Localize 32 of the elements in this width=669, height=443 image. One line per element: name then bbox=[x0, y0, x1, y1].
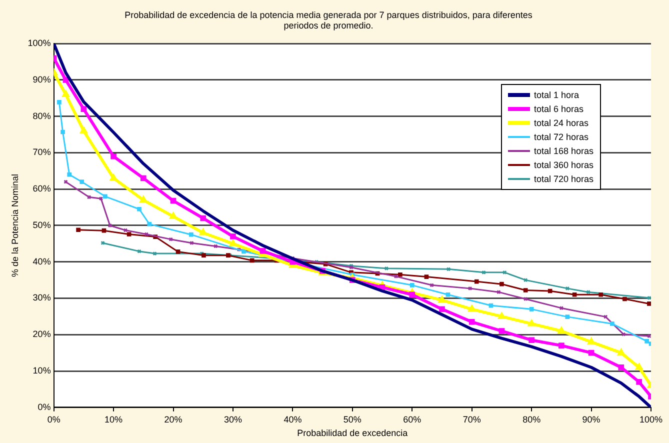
x-tick-label: 50% bbox=[343, 414, 362, 424]
y-tick-label: 100% bbox=[28, 38, 51, 48]
legend-label: total 168 horas bbox=[534, 146, 594, 156]
legend-label: total 72 horas bbox=[534, 132, 589, 142]
x-tick-label: 40% bbox=[284, 414, 302, 424]
y-tick-label: 70% bbox=[32, 147, 51, 158]
x-tick-label: 30% bbox=[224, 414, 242, 424]
legend-label: total 1 hora bbox=[534, 90, 580, 100]
y-tick-label: 90% bbox=[32, 74, 51, 84]
x-tick-label: 0% bbox=[47, 414, 60, 424]
y-tick-label: 30% bbox=[32, 292, 51, 303]
y-tick-label: 40% bbox=[32, 256, 51, 266]
chart-title: Probabilidad de excedencia de la potencia media generada por 7 parques distribuidos, para diferentes periodos de promedio. bbox=[124, 10, 533, 31]
x-tick-label: 80% bbox=[522, 414, 541, 424]
legend-label: total 6 horas bbox=[534, 104, 584, 114]
y-tick-label: 0% bbox=[38, 402, 51, 412]
x-tick-label: 10% bbox=[104, 414, 123, 424]
x-tick-label: 90% bbox=[582, 414, 600, 424]
x-tick-label: 100% bbox=[639, 414, 663, 424]
y-axis-title: % de la Potencia Nominal bbox=[10, 174, 20, 278]
y-tick-label: 20% bbox=[32, 329, 51, 340]
legend-label: total 360 horas bbox=[534, 160, 594, 170]
y-tick-label: 10% bbox=[32, 366, 51, 376]
y-tick-label: 50% bbox=[32, 220, 51, 230]
x-tick-label: 60% bbox=[403, 414, 422, 424]
x-tick-label: 20% bbox=[164, 414, 182, 424]
legend-label: total 720 horas bbox=[534, 174, 594, 184]
y-tick-label: 80% bbox=[32, 110, 51, 121]
legend-label: total 24 horas bbox=[534, 118, 589, 128]
x-axis-title: Probabilidad de excedencia bbox=[297, 428, 408, 438]
y-tick-label: 60% bbox=[32, 184, 51, 194]
x-tick-label: 70% bbox=[462, 414, 481, 424]
